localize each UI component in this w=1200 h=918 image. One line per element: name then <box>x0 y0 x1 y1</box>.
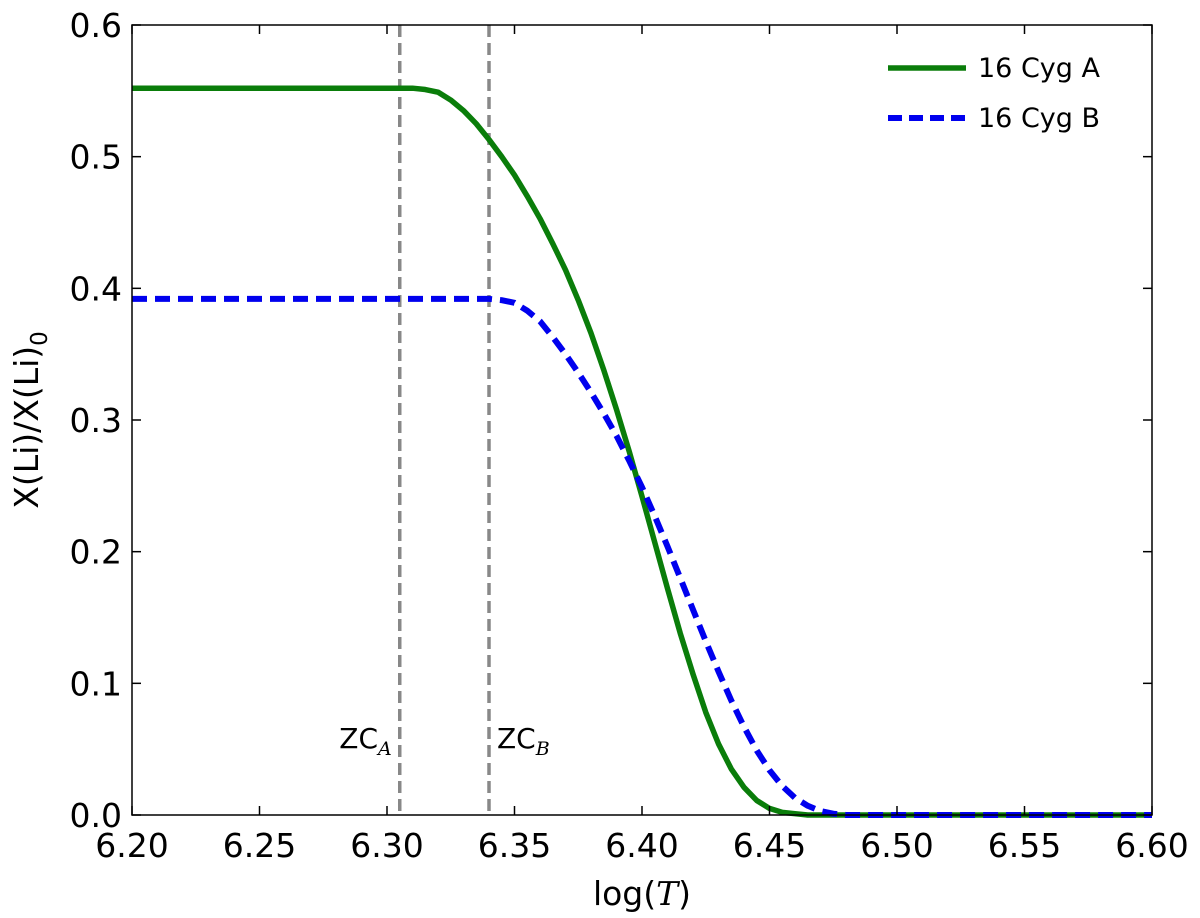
legend: 16 Cyg A 16 Cyg B <box>888 53 1100 134</box>
y-axis-label: X(Li)/X(Li)0 <box>7 331 53 509</box>
axis-ticks: 6.20 6.25 6.30 6.35 6.40 6.45 6.50 6.55 6.60 0.0 0… <box>70 6 1189 865</box>
x-tick-label: 6.45 <box>733 826 806 865</box>
x-tick-label: 6.40 <box>605 826 678 865</box>
y-tick-label: 0.0 <box>70 796 122 835</box>
reference-label-a: ZCA <box>339 722 391 760</box>
x-tick-label: 6.20 <box>95 826 168 865</box>
series-lines <box>132 85 1152 818</box>
annotations: ZCA ZCB <box>339 722 549 760</box>
reference-lines <box>398 25 491 815</box>
x-tick-label: 6.60 <box>1115 826 1188 865</box>
y-tick-label: 0.1 <box>70 664 122 703</box>
series-line-16-cyg-b <box>132 295 1152 818</box>
x-tick-label: 6.35 <box>478 826 551 865</box>
y-tick-label: 0.6 <box>70 6 122 45</box>
y-tick-label: 0.2 <box>70 533 122 572</box>
legend-label: 16 Cyg B <box>978 103 1100 134</box>
x-tick-label: 6.30 <box>350 826 423 865</box>
x-tick-label: 6.55 <box>988 826 1061 865</box>
y-tick-label: 0.5 <box>70 138 122 177</box>
series-line-16-cyg-a <box>132 85 1152 818</box>
reference-label-b: ZCB <box>497 722 550 760</box>
x-axis-label: log(T) <box>593 874 691 913</box>
y-tick-label: 0.4 <box>70 269 122 308</box>
plot-frame <box>131 24 1153 816</box>
x-tick-label: 6.50 <box>860 826 933 865</box>
y-tick-label: 0.3 <box>70 401 122 440</box>
legend-label: 16 Cyg A <box>978 53 1100 84</box>
x-tick-label: 6.25 <box>223 826 296 865</box>
